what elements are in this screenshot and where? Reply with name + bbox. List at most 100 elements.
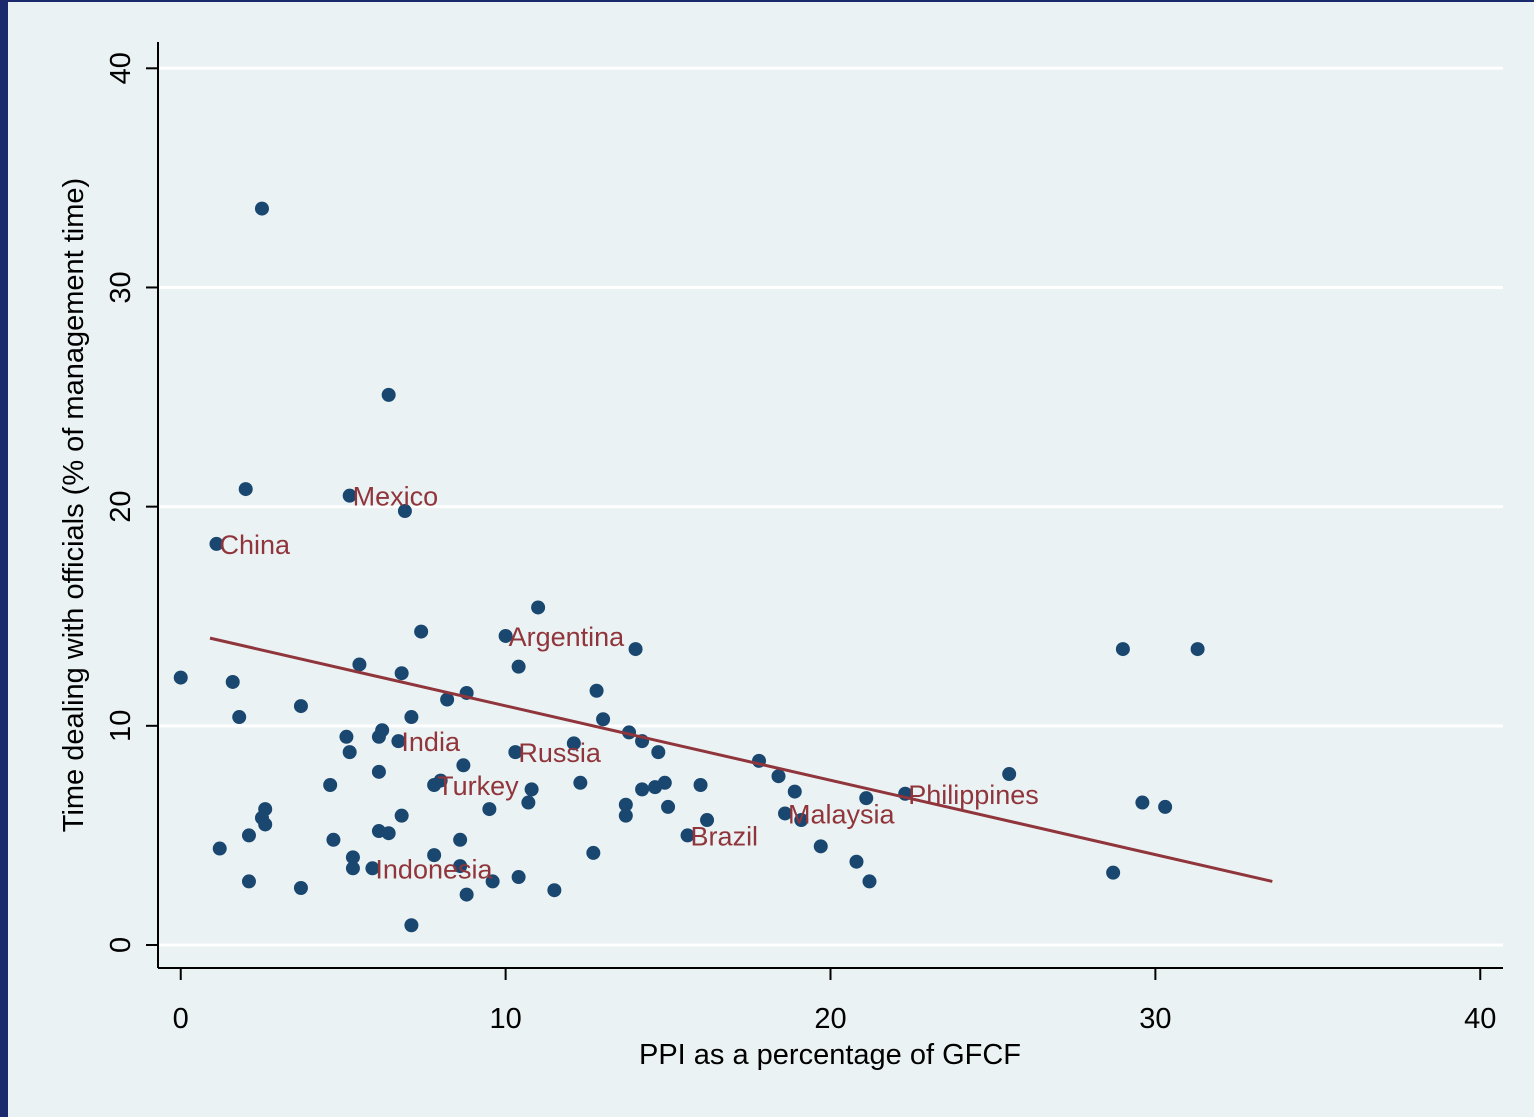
point [293,699,308,714]
point [693,777,708,792]
point [618,797,633,812]
x-axis-label: PPI as a percentage of GFCF [639,1039,1021,1071]
fit-line [209,636,1273,883]
point [241,874,256,889]
point [521,795,536,810]
point [618,808,633,823]
point [365,861,380,876]
point [547,883,562,898]
point [485,874,500,889]
x-tick-label: 20 [814,1003,846,1035]
point [352,657,367,672]
point-label: Argentina [509,622,626,652]
point [1190,642,1205,657]
point-label: Mexico [353,482,439,512]
point [511,870,526,885]
y-axis-label: Time dealing with officials (% of manage… [58,178,90,832]
point [339,729,354,744]
point [394,666,409,681]
x-tick-label: 40 [1464,1003,1496,1035]
point [586,845,601,860]
point [453,832,468,847]
point [212,841,227,856]
point [813,839,828,854]
point-label: Indonesia [375,854,493,884]
point [778,806,793,821]
point [648,780,663,795]
x-tick-label: 30 [1139,1003,1171,1035]
point [394,808,409,823]
point-label: Turkey [437,771,519,801]
point [1002,767,1017,782]
point [680,828,695,843]
point [173,670,188,685]
point [700,813,715,828]
point [459,887,474,902]
point [456,758,471,773]
point-label: Philippines [908,780,1039,810]
x-tick-label: 10 [489,1003,521,1035]
y-tick-label: 30 [105,271,137,303]
point [508,745,523,760]
point-label: India [401,727,461,757]
point [371,764,386,779]
point [573,775,588,790]
point [440,692,455,707]
point [511,659,526,674]
point [589,683,604,698]
point [345,850,360,865]
point [345,861,360,876]
point [232,710,247,725]
point [323,777,338,792]
point-label: Brazil [691,821,759,851]
y-tick-label: 10 [105,710,137,742]
point [566,736,581,751]
point [342,745,357,760]
point [453,859,468,874]
point [661,799,676,814]
point [498,628,513,643]
point [427,848,442,863]
point [258,817,273,832]
point [1135,795,1150,810]
point [209,536,224,551]
point [794,813,809,828]
frame-top [0,0,1534,2]
frame-left [0,0,8,1117]
point [371,729,386,744]
point [404,918,419,933]
point [651,745,666,760]
point [404,710,419,725]
point [414,624,429,639]
x-tick-label: 0 [173,1003,189,1035]
point [524,782,539,797]
point-label: China [219,530,291,560]
y-tick-label: 40 [105,52,137,84]
point [1158,799,1173,814]
point [862,874,877,889]
point [771,769,786,784]
point [635,782,650,797]
point [381,826,396,841]
point [342,488,357,503]
point [381,387,396,402]
point [787,784,802,799]
point [849,854,864,869]
point [238,482,253,497]
point [531,600,546,615]
point [1115,642,1130,657]
point [293,881,308,896]
point [628,642,643,657]
point [427,777,442,792]
point-label: Russia [518,738,602,768]
point-label: Malaysia [788,799,896,829]
y-tick-label: 0 [105,937,137,953]
point [326,832,341,847]
point [254,201,269,216]
point [596,712,611,727]
point [482,802,497,817]
point [859,791,874,806]
point [391,734,406,749]
